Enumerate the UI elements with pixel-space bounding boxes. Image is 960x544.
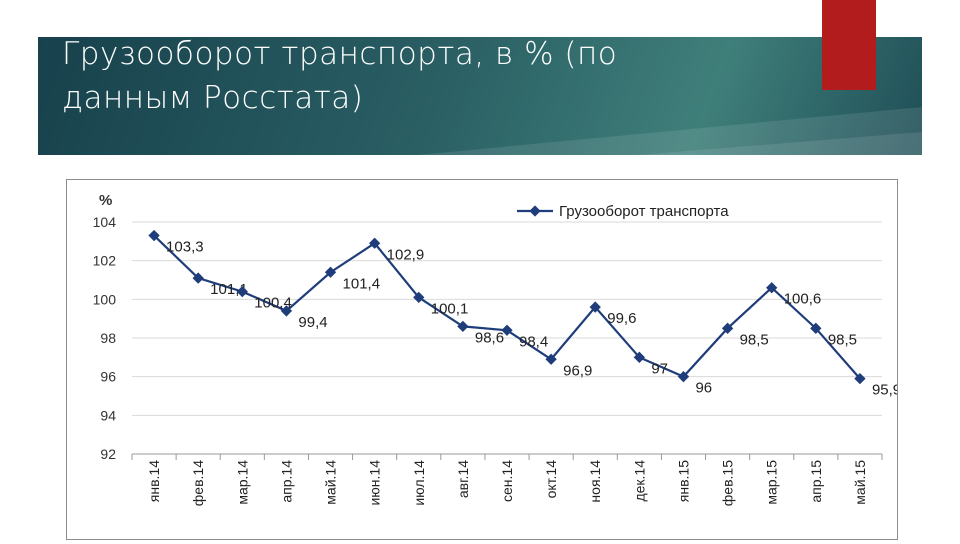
data-point: [854, 372, 866, 385]
y-tick-label: 102: [93, 253, 117, 269]
data-label: 101,4: [343, 275, 381, 292]
data-label: 95,9: [872, 382, 897, 399]
legend-label: Грузооборот транспорта: [559, 203, 729, 220]
data-label: 98,6: [475, 329, 504, 346]
y-tick-label: 94: [100, 407, 116, 423]
x-tick-label: дек.14: [631, 460, 647, 502]
data-point: [148, 229, 160, 242]
data-label: 96: [695, 380, 712, 397]
x-tick-label: фев.14: [190, 460, 206, 506]
data-label: 103,3: [166, 239, 204, 256]
data-label: 99,4: [298, 314, 327, 331]
data-label: 100,6: [784, 291, 822, 308]
x-tick-label: окт.14: [543, 460, 559, 499]
data-point: [457, 320, 469, 333]
data-point: [192, 272, 204, 284]
data-label: 97: [651, 360, 668, 377]
x-tick-label: авг.14: [455, 460, 471, 498]
x-tick-label: мар.15: [764, 460, 780, 505]
data-label: 98,5: [828, 331, 857, 348]
data-point: [589, 301, 601, 313]
y-tick-label: 96: [100, 369, 116, 385]
y-tick-label: 100: [93, 291, 117, 307]
accent-tab: [822, 0, 876, 90]
x-tick-label: апр.15: [808, 460, 824, 503]
data-label: 96,9: [563, 362, 592, 379]
data-point: [280, 305, 293, 317]
y-tick-label: 104: [93, 214, 117, 230]
legend-marker: [529, 205, 541, 217]
banner-decoration: [418, 107, 922, 155]
line-chart: 92 94 96 98 100 102 104% янв.14 фев.14 мар.14 апр.…: [93, 192, 902, 506]
data-label: 102,9: [387, 246, 425, 263]
x-tick-label: апр.14: [278, 460, 294, 503]
data-label: 98,4: [519, 333, 548, 350]
x-tick-label: мар.14: [234, 460, 250, 505]
data-point: [633, 351, 646, 363]
data-label: 101,1: [210, 281, 248, 298]
x-tick-label: май.15: [852, 460, 868, 505]
x-tick-label: июн.14: [367, 460, 383, 506]
x-tick-label: янв.15: [675, 460, 691, 502]
x-tick-label: сен.14: [499, 460, 515, 502]
slide-title: Грузооборот транспорта, в % (по данным Р…: [62, 36, 618, 116]
data-label: 100,4: [254, 295, 292, 312]
data-label: 98,5: [740, 331, 769, 348]
data-point: [810, 322, 822, 334]
y-tick-label: 98: [100, 330, 116, 346]
data-point: [545, 353, 557, 365]
x-tick-label: ноя.14: [587, 460, 603, 503]
data-point: [501, 324, 513, 336]
x-tick-label: фев.15: [720, 460, 736, 506]
data-label: 99,6: [607, 310, 636, 327]
data-label: 100,1: [431, 300, 469, 317]
y-axis-label: %: [99, 192, 112, 209]
x-tick-label: май.14: [323, 460, 339, 505]
data-point: [677, 371, 690, 383]
title-banner: [38, 37, 922, 155]
chart-frame: 92 94 96 98 100 102 104% янв.14 фев.14 мар.14 апр.…: [66, 179, 902, 540]
x-tick-label: янв.14: [146, 460, 162, 502]
data-point: [721, 322, 734, 334]
y-tick-label: 92: [100, 446, 116, 462]
x-tick-label: июл.14: [411, 460, 427, 506]
